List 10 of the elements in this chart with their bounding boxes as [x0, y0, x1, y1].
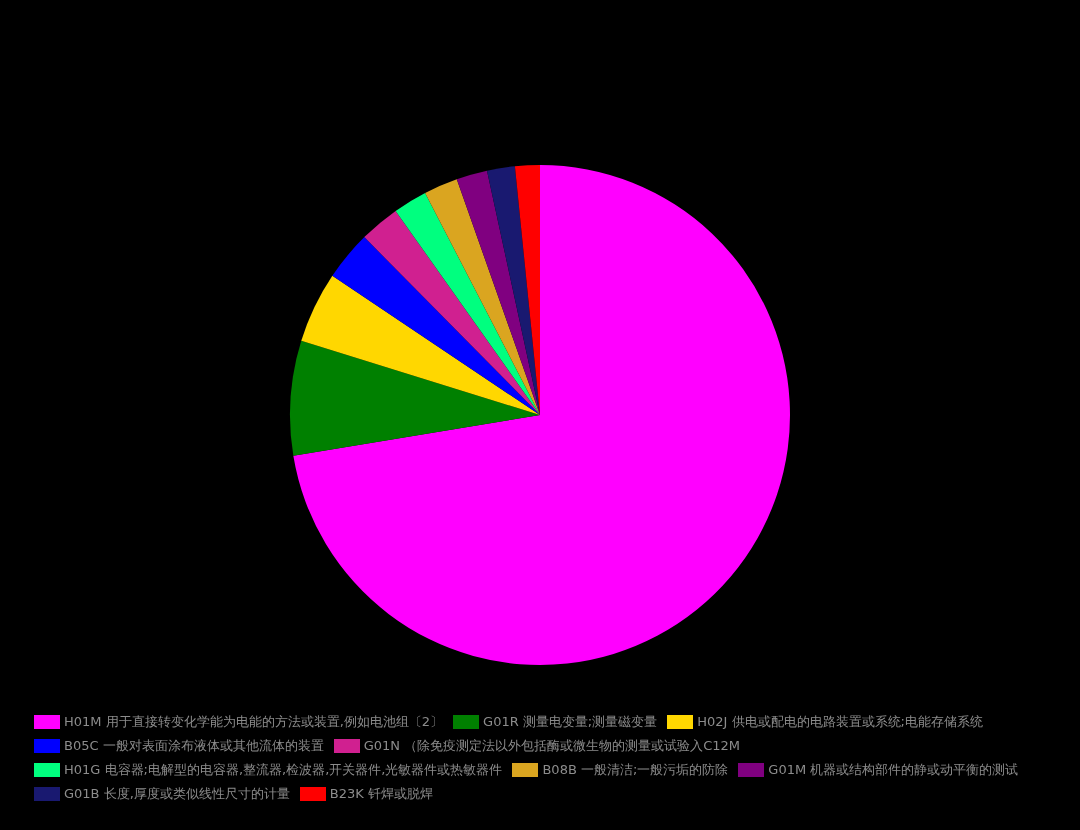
legend-label: B08B 一般清洁;一般污垢的防除	[542, 761, 729, 779]
legend-label: B05C 一般对表面涂布液体或其他流体的装置	[64, 737, 324, 755]
legend-label: B23K 钎焊或脱焊	[329, 785, 433, 803]
legend-label: G01B 长度,厚度或类似线性尺寸的计量	[64, 785, 290, 803]
legend-label: G01N （除免疫测定法以外包括酶或微生物的测量或试验入C12M	[363, 737, 740, 755]
legend-label: G01R 测量电变量;测量磁变量	[483, 713, 658, 731]
legend-label: H01G 电容器;电解型的电容器,整流器,检波器,开关器件,光敏器件或热敏器件	[64, 761, 503, 779]
legend-label: H02J 供电或配电的电路装置或系统;电能存储系统	[697, 713, 983, 731]
legend-label: G01M 机器或结构部件的静或动平衡的测试	[768, 761, 1019, 779]
legend-label: H01M 用于直接转变化学能为电能的方法或装置,例如电池组〔2〕	[64, 713, 444, 731]
